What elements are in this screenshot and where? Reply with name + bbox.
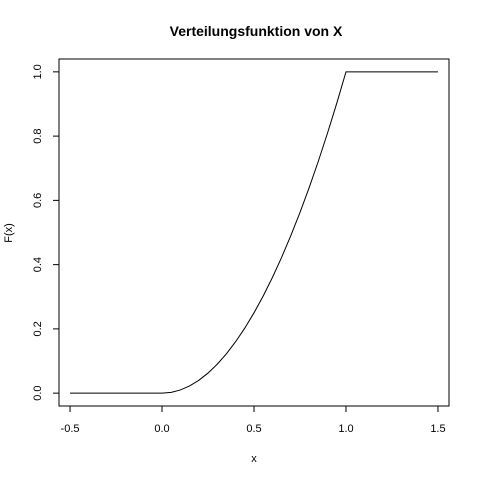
plot-frame <box>58 58 450 407</box>
y-axis: 0.0 0.2 0.4 0.6 0.8 1.0 <box>32 64 59 401</box>
y-tick-label: 0.0 <box>32 385 44 400</box>
series-line <box>70 71 438 394</box>
x-tick-label: -0.5 <box>61 423 80 435</box>
y-axis-label: F(x) <box>3 223 15 243</box>
y-tick-label: 1.0 <box>32 64 44 79</box>
y-tick-label: 0.6 <box>32 193 44 208</box>
x-tick-label: 0.5 <box>246 423 261 435</box>
y-tick-label: 0.8 <box>32 128 44 143</box>
x-tick-label: 1.0 <box>338 423 353 435</box>
x-axis-label: x <box>251 453 257 465</box>
y-tick-label: 0.4 <box>32 257 44 272</box>
x-tick-label: 0.0 <box>154 423 169 435</box>
chart-title: Verteilungsfunktion von X <box>170 23 343 39</box>
x-tick-label: 1.5 <box>430 423 445 435</box>
y-tick-label: 0.2 <box>32 321 44 336</box>
x-axis: -0.5 0.0 0.5 1.0 1.5 <box>61 406 446 435</box>
